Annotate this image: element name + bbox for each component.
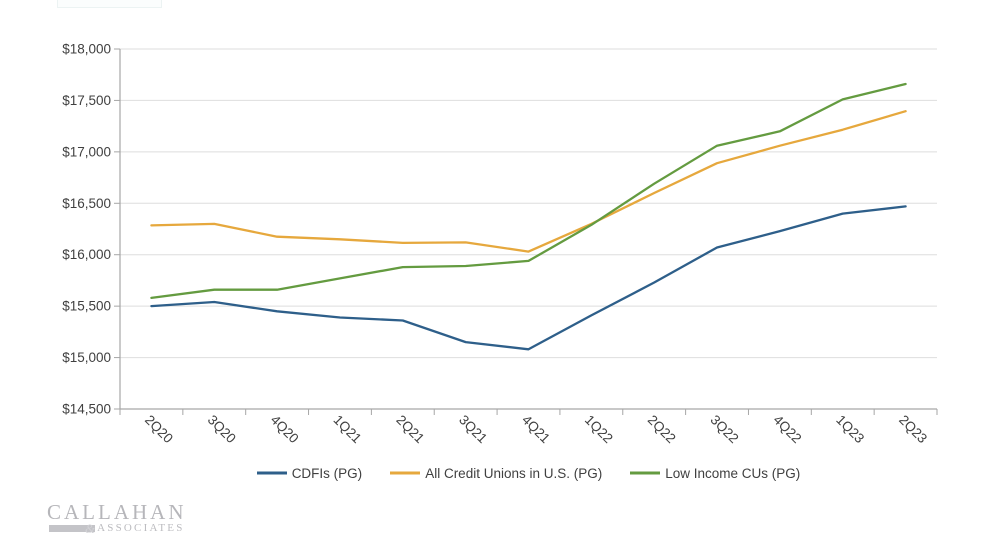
x-axis-label: 1Q21 [330, 412, 364, 446]
legend-label: All Credit Unions in U.S. (PG) [425, 465, 603, 481]
callahan-logo: CALLAHAN & ASSOCIATES [47, 500, 187, 536]
series-line [150, 110, 907, 253]
x-axis-label: 2Q22 [645, 412, 679, 446]
x-axis-label: 2Q23 [896, 412, 930, 446]
x-axis-label: 4Q20 [268, 412, 302, 446]
y-axis-label: $15,000 [62, 350, 111, 365]
x-axis-label: 2Q21 [393, 412, 427, 446]
legend-label: Low Income CUs (PG) [665, 465, 801, 481]
legend-line-swatch [390, 471, 421, 475]
x-axis-label: 4Q21 [519, 412, 553, 446]
y-axis-label: $17,500 [62, 93, 111, 108]
x-axis-label: 3Q21 [456, 412, 490, 446]
x-axis-label: 2Q20 [142, 412, 176, 446]
logo-subtitle-text: ASSOCIATES [97, 522, 185, 534]
x-axis-label: 1Q22 [582, 412, 616, 446]
legend-line-swatch [256, 471, 287, 475]
logo-name-text: CALLAHAN [47, 500, 187, 524]
logo-ampersand: & [85, 520, 96, 536]
x-axis-label: 3Q22 [708, 412, 742, 446]
series-line [150, 82, 907, 300]
legend-item: All Credit Unions in U.S. (PG) [390, 466, 602, 481]
logo-bar [49, 525, 95, 532]
series-line [150, 205, 907, 351]
y-axis-label: $16,000 [62, 247, 111, 262]
cropped-title-box [57, 0, 162, 8]
logo-subtitle-row: & ASSOCIATES [49, 520, 187, 536]
x-axis-label: 3Q20 [205, 412, 239, 446]
legend-label: CDFIs (PG) [291, 465, 363, 481]
legend-line-swatch [630, 471, 661, 475]
y-axis-label: $16,500 [62, 196, 111, 211]
x-axis-label: 1Q23 [833, 412, 867, 446]
y-axis-label: $18,000 [62, 42, 111, 57]
x-axis-label: 4Q22 [770, 412, 804, 446]
y-axis-label: $15,500 [62, 299, 111, 314]
legend-item: Low Income CUs (PG) [630, 466, 800, 481]
y-axis-label: $14,500 [62, 402, 111, 417]
y-axis-label: $17,000 [62, 144, 111, 159]
chart-legend: CDFIs (PG) All Credit Unions in U.S. (PG)… [120, 462, 937, 484]
legend-item: CDFIs (PG) [256, 465, 363, 481]
